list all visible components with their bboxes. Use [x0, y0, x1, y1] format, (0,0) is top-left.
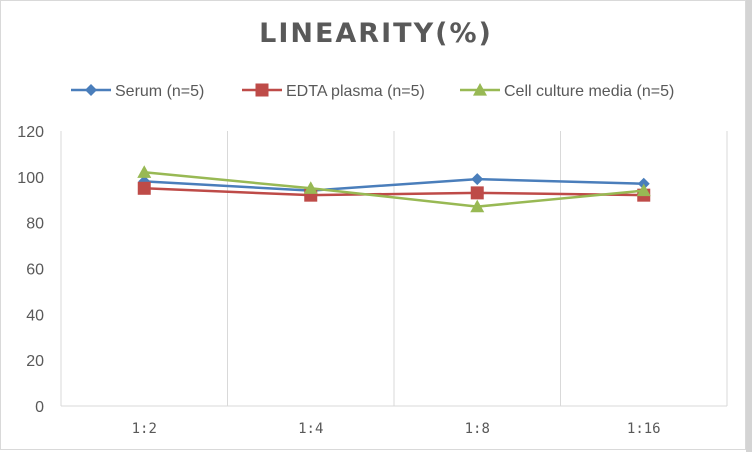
x-tick-label: 1:8: [465, 421, 490, 437]
legend-marker: [473, 83, 487, 96]
data-point: [470, 199, 485, 213]
y-tick-label: 0: [35, 399, 44, 416]
series-line: [144, 177, 644, 192]
series-line: [144, 187, 644, 197]
data-point: [471, 173, 484, 186]
y-tick-label: 20: [26, 353, 44, 370]
series-line: [144, 171, 644, 208]
x-tick-label: 1:4: [298, 421, 323, 437]
y-tick-label: 40: [26, 307, 44, 324]
legend: Serum (n=5) EDTA plasma (n=5) Cell culture…: [71, 83, 674, 100]
legend-item: Serum (n=5): [71, 83, 204, 100]
y-tick-label: 100: [17, 170, 44, 187]
data-point: [137, 165, 152, 178]
legend-marker: [85, 84, 97, 96]
data-point: [137, 181, 151, 195]
y-tick-label: 120: [17, 124, 44, 141]
y-tick-label: 60: [26, 262, 44, 279]
y-axis-ticks: 0 20 40 60 80 100 120: [17, 124, 44, 416]
legend-item: EDTA plasma (n=5): [242, 83, 425, 100]
window-edge: [746, 0, 752, 452]
grid-lines: [60, 131, 728, 407]
data-point: [636, 183, 651, 197]
y-tick-label: 80: [26, 216, 44, 233]
data-point: [303, 181, 318, 194]
legend-label: Serum (n=5): [115, 83, 204, 100]
legend-label: EDTA plasma (n=5): [286, 83, 425, 100]
legend-item: Cell culture media (n=5): [460, 83, 674, 100]
data-point: [470, 186, 484, 200]
x-axis-ticks: 1:2 1:4 1:8 1:16: [132, 421, 661, 437]
series-triangle: [137, 165, 651, 213]
legend-marker: [255, 83, 269, 97]
x-tick-label: 1:2: [132, 421, 157, 437]
series-group: [137, 165, 651, 213]
x-tick-label: 1:16: [627, 421, 661, 437]
chart-title: LINEARITY(%): [259, 18, 493, 49]
legend-label: Cell culture media (n=5): [504, 83, 674, 100]
